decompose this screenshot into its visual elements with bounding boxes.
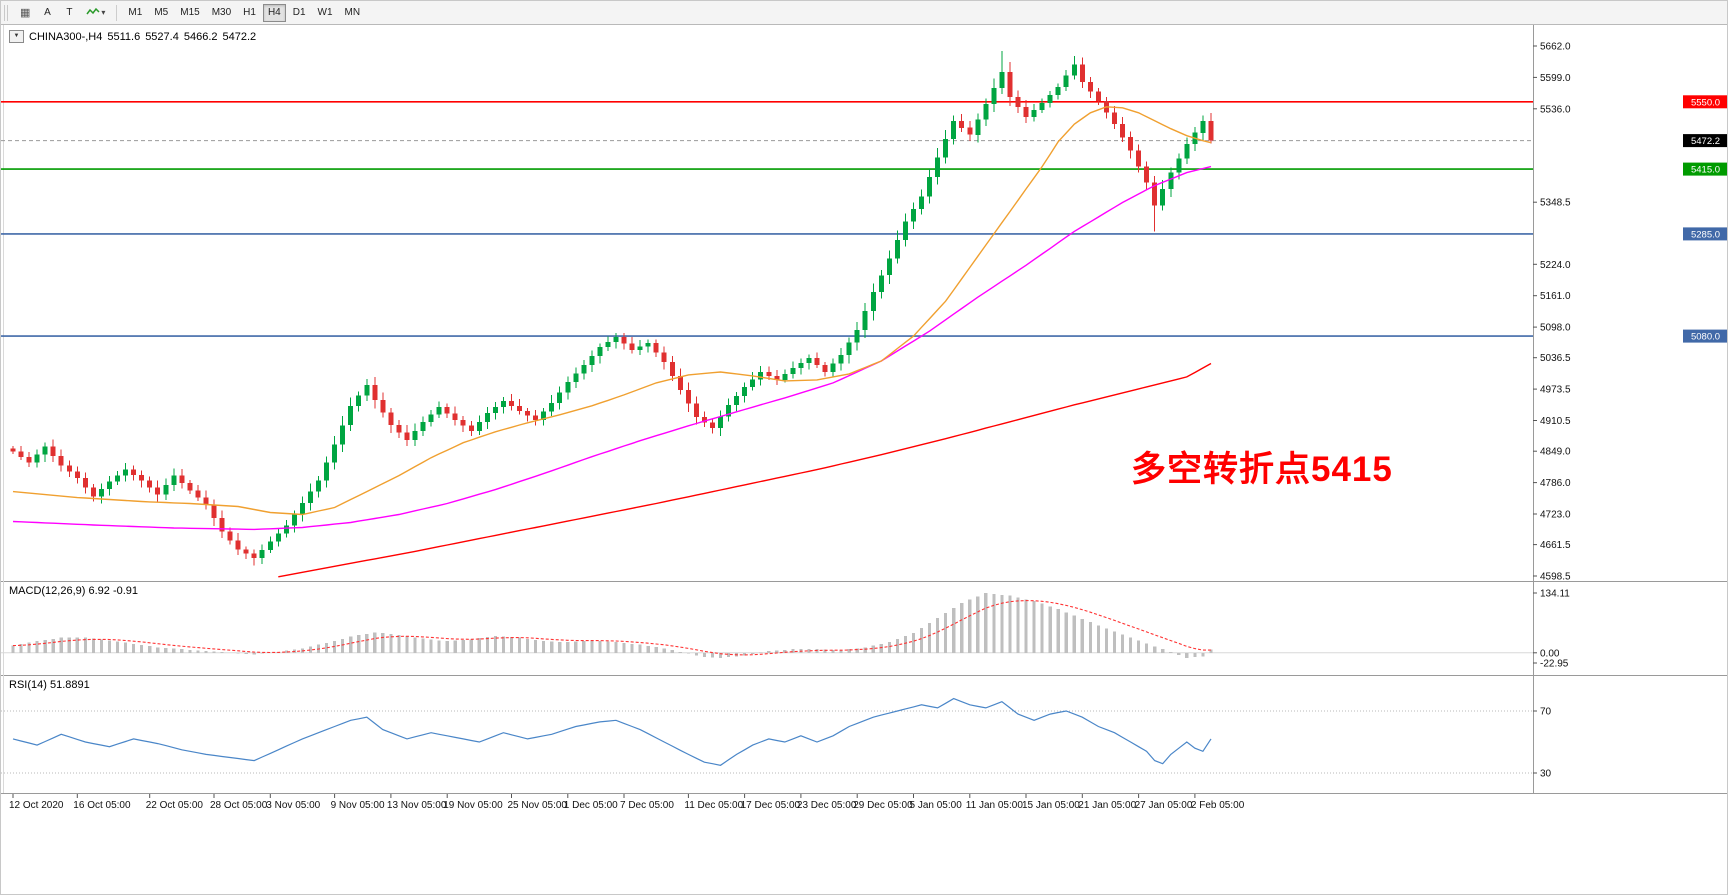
svg-text:4723.0: 4723.0 [1540,510,1571,521]
macd-values: 6.92 -0.91 [88,585,139,597]
svg-text:22 Oct 05:00: 22 Oct 05:00 [146,800,204,811]
level-price-labels: 5550.0 5415.0 5285.0 5080.0 5472.2 [1683,95,1727,343]
ohlc-high: 5527.4 [145,30,179,43]
svg-text:4973.5: 4973.5 [1540,385,1571,396]
svg-text:4661.5: 4661.5 [1540,540,1571,551]
time-axis[interactable]: 12 Oct 2020 16 Oct 05:00 22 Oct 05:00 28 Oc… [1,793,1728,819]
svg-text:70: 70 [1540,707,1552,718]
svg-text:4849.0: 4849.0 [1540,447,1571,458]
svg-text:5348.5: 5348.5 [1540,198,1571,209]
macd-label: MACD(12,26,9) 6.92 -0.91 [9,585,138,597]
svg-text:13 Nov 05:00: 13 Nov 05:00 [387,800,447,811]
ohlc-low: 5466.2 [183,30,218,43]
svg-text:2 Feb 05:00: 2 Feb 05:00 [1191,800,1245,811]
chart-dropdown-button[interactable]: ▼ [9,30,24,43]
svg-text:5536.0: 5536.0 [1540,104,1571,115]
toolbar-grip[interactable] [4,4,10,21]
ohlc-close: 5472.2 [222,30,257,43]
svg-text:5285.0: 5285.0 [1691,229,1720,240]
svg-text:5 Jan 05:00: 5 Jan 05:00 [910,800,963,811]
toolbar-separator [116,4,118,21]
date-labels: 12 Oct 2020 16 Oct 05:00 22 Oct 05:00 28 Oc… [9,794,1245,811]
svg-text:5224.0: 5224.0 [1540,260,1571,271]
timeframe-w1-button[interactable]: W1 [313,4,338,22]
svg-text:28 Oct 05:00: 28 Oct 05:00 [210,800,268,811]
windows-grid-button[interactable]: ▦ [15,4,35,22]
squiggle-icon [86,7,100,15]
svg-text:25 Nov 05:00: 25 Nov 05:00 [508,800,568,811]
svg-text:5161.0: 5161.0 [1540,291,1571,302]
macd-axis: 134.11 0.00-22.95 [1533,589,1570,670]
svg-text:12 Oct 2020: 12 Oct 2020 [9,800,64,811]
rsi-value: 51.8891 [49,679,90,691]
ohlc-open: 5511.6 [107,30,141,43]
shapes-dropdown-button[interactable]: ▾ [81,4,110,22]
timeframe-d1-button[interactable]: D1 [288,4,311,22]
timeframe-m5-button[interactable]: M5 [149,4,173,22]
svg-text:1 Dec 05:00: 1 Dec 05:00 [564,800,618,811]
ma-fast-orange [12,106,1212,516]
svg-text:9 Nov 05:00: 9 Nov 05:00 [331,800,385,811]
svg-text:5599.0: 5599.0 [1540,73,1571,84]
timeframe-mn-button[interactable]: MN [340,4,366,22]
svg-text:3 Nov 05:00: 3 Nov 05:00 [266,800,320,811]
toolbar: ▦ A T ▾ M1 M5 M15 M30 H1 H4 D1 W1 MN [1,1,1727,25]
rsi-name: RSI(14) [9,679,47,691]
svg-text:4598.5: 4598.5 [1540,572,1571,582]
timeframe-toolbar: M1 M5 M15 M30 H1 H4 D1 W1 MN [122,3,366,22]
candles [10,51,1214,566]
ma-mid-magenta [12,165,1212,531]
timeframe-h1-button[interactable]: H1 [238,4,261,22]
svg-text:17 Dec 05:00: 17 Dec 05:00 [741,800,801,811]
horizontal-level-lines[interactable] [1,101,1533,337]
chart-annotation[interactable]: 多空转折点5415 [1131,450,1393,489]
macd-name: MACD(12,26,9) [9,585,86,597]
rsi-pane[interactable]: 70 30 [1,675,1728,793]
text-label-tool-button[interactable]: T [59,4,79,22]
rsi-line [12,697,1212,766]
price-chart-pane[interactable]: 5662.0 5599.0 5536.0 5348.5 5224.0 5161.0 5098… [1,25,1728,581]
text-tool-button[interactable]: A [37,4,57,22]
svg-text:16 Oct 05:00: 16 Oct 05:00 [73,800,131,811]
svg-text:5662.0: 5662.0 [1540,42,1571,53]
svg-text:11 Jan 05:00: 11 Jan 05:00 [966,800,1024,811]
timeframe-m30-button[interactable]: M30 [207,4,236,22]
svg-text:5080.0: 5080.0 [1691,332,1720,343]
symbol-title: CHINA300-,H4 [29,30,103,43]
svg-text:7 Dec 05:00: 7 Dec 05:00 [620,800,674,811]
ma-slow-red [278,362,1212,578]
svg-text:134.11: 134.11 [1540,589,1570,600]
timeframe-m1-button[interactable]: M1 [123,4,147,22]
svg-text:23 Dec 05:00: 23 Dec 05:00 [797,800,857,811]
svg-text:-22.95: -22.95 [1540,659,1569,670]
svg-text:27 Jan 05:00: 27 Jan 05:00 [1135,800,1193,811]
svg-text:5036.5: 5036.5 [1540,353,1571,364]
macd-pane[interactable]: 134.11 0.00-22.95 [1,581,1728,675]
svg-text:11 Dec 05:00: 11 Dec 05:00 [684,800,743,811]
svg-text:30: 30 [1540,769,1552,780]
chart-header: ▼ CHINA300-,H4 5511.6 5527.4 5466.2 5472… [9,30,256,43]
svg-text:15 Jan 05:00: 15 Jan 05:00 [1022,800,1080,811]
rsi-label: RSI(14) 51.8891 [9,679,90,691]
timeframe-m15-button[interactable]: M15 [175,4,204,22]
rsi-levels: 70 30 [1,707,1552,780]
svg-text:21 Jan 05:00: 21 Jan 05:00 [1078,800,1136,811]
svg-text:29 Dec 05:00: 29 Dec 05:00 [853,800,913,811]
chevron-down-icon: ▾ [101,7,106,17]
svg-text:5472.2: 5472.2 [1691,136,1720,147]
grid-icon: ▦ [20,6,31,19]
svg-text:4910.5: 4910.5 [1540,416,1571,427]
svg-text:19 Nov 05:00: 19 Nov 05:00 [443,800,503,811]
svg-text:0.00: 0.00 [1540,648,1560,659]
macd-signal-line [12,600,1212,656]
price-axis: 5662.0 5599.0 5536.0 5348.5 5224.0 5161.0 5098… [1533,42,1571,582]
current-price-label [1683,134,1727,148]
svg-text:5098.0: 5098.0 [1540,323,1571,334]
timeframe-h4-button[interactable]: H4 [262,3,286,22]
macd-histogram [11,593,1213,659]
svg-text:5550.0: 5550.0 [1691,97,1720,108]
svg-text:5415.0: 5415.0 [1691,165,1720,176]
svg-text:4786.0: 4786.0 [1540,478,1571,489]
